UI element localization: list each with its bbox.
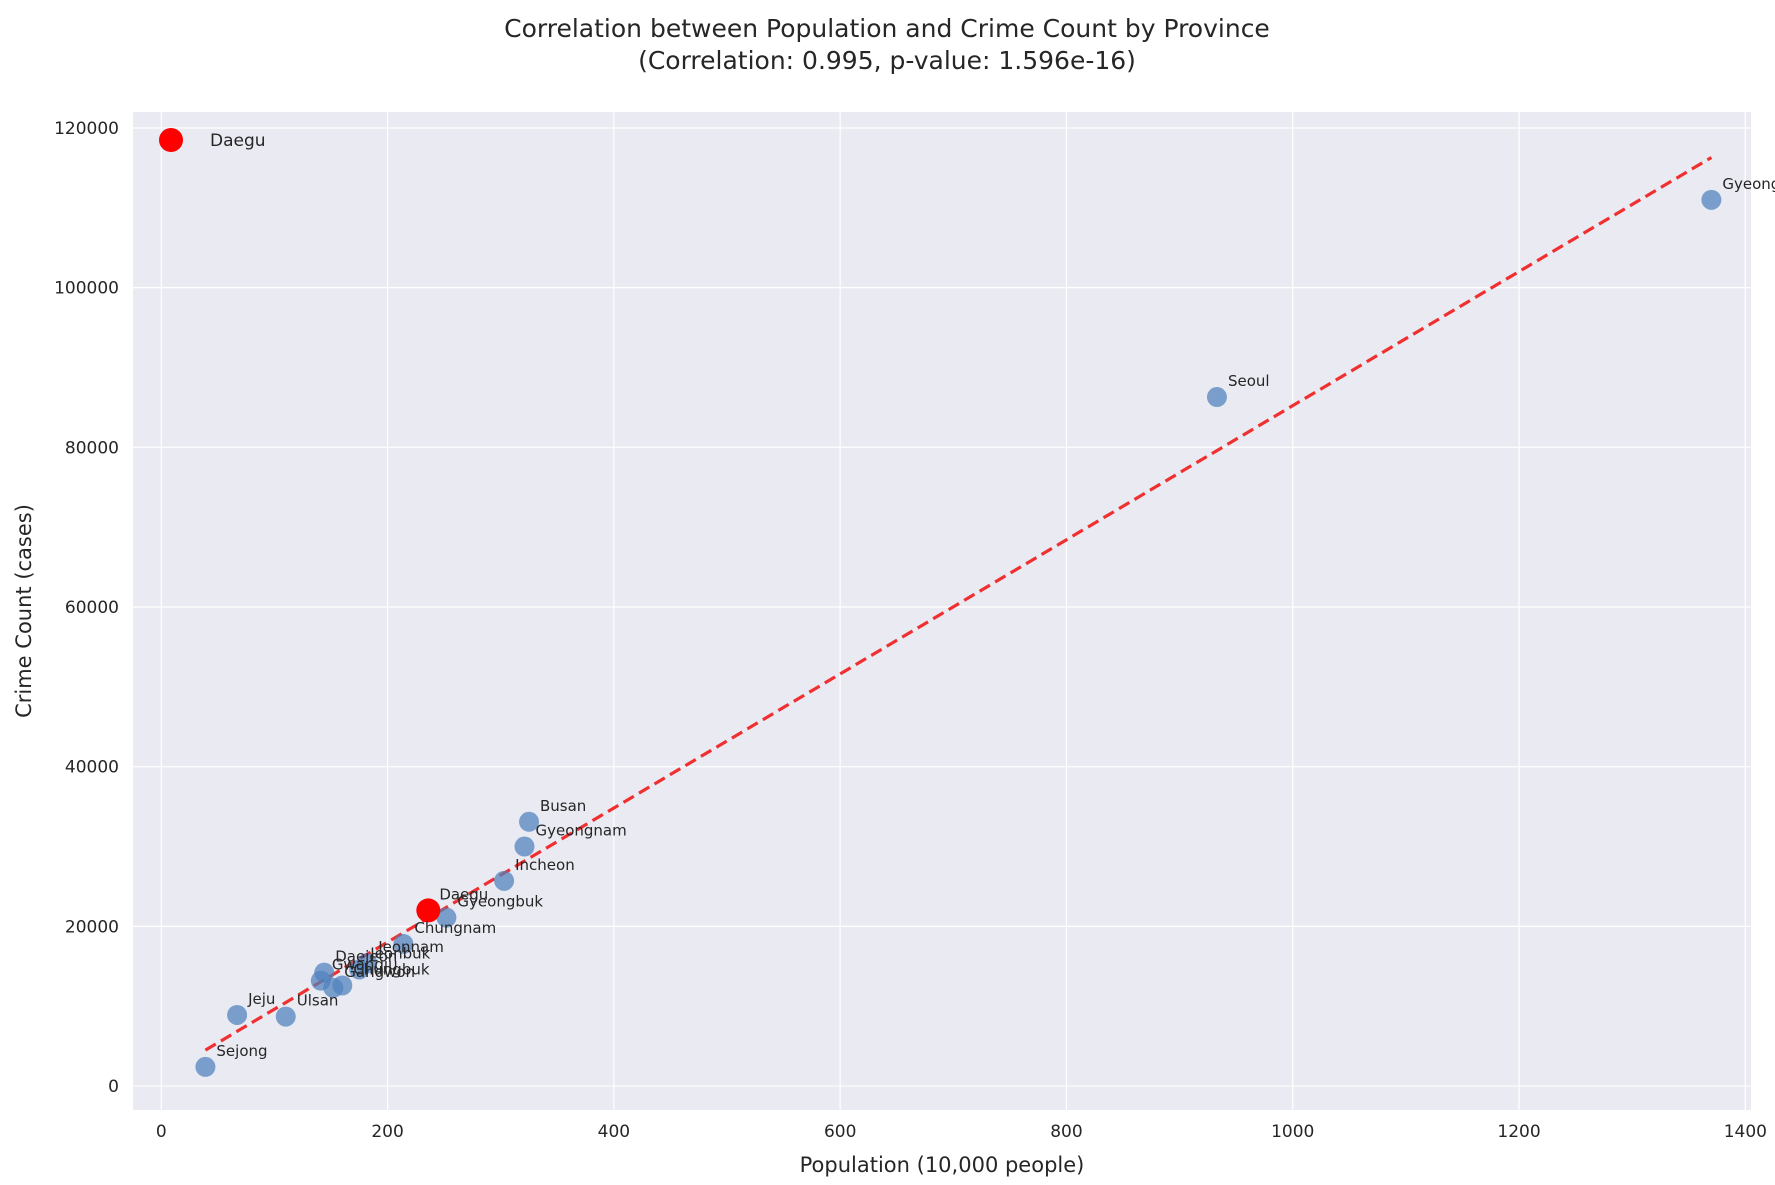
data-points	[195, 189, 1722, 1077]
y-tick-label: 60000	[65, 598, 119, 618]
legend-marker-daegu	[159, 128, 183, 152]
x-tick-label: 800	[1050, 1122, 1082, 1142]
x-tick-label: 1200	[1497, 1122, 1540, 1142]
grid-lines	[133, 112, 1751, 1110]
point-gyeongbuk	[436, 907, 457, 928]
label-gyeongnam: Gyeongnam	[535, 822, 626, 840]
label-ulsan: Ulsan	[297, 992, 339, 1010]
y-tick-label: 120000	[54, 119, 119, 139]
label-sejong: Sejong	[216, 1042, 267, 1060]
label-gyeongbuk: Gyeongbuk	[457, 893, 543, 911]
point-incheon	[494, 870, 515, 891]
point-ulsan	[275, 1006, 296, 1027]
legend-label-daegu: Daegu	[210, 131, 266, 151]
y-axis-label: Crime Count (cases)	[12, 504, 36, 718]
point-jeju	[227, 1004, 248, 1025]
label-incheon: Incheon	[515, 856, 575, 874]
label-seoul: Seoul	[1228, 372, 1270, 390]
label-jeonbuk: Jeonbuk	[369, 944, 430, 962]
trendline	[204, 156, 1713, 1052]
y-tick-label: 100000	[54, 279, 119, 299]
x-tick-label: 1000	[1271, 1122, 1314, 1142]
point-gyeonggi	[1701, 189, 1722, 210]
y-tick-label: 20000	[65, 917, 119, 937]
legend: Daegu	[159, 128, 266, 152]
point-seoul	[1206, 387, 1227, 408]
x-axis-label: Population (10,000 people)	[800, 1153, 1085, 1177]
y-axis-ticks: 0 20000 40000 60000 80000 100000 120000	[54, 119, 119, 1097]
x-tick-label: 0	[156, 1122, 167, 1142]
point-daegu	[416, 898, 441, 923]
y-tick-label: 0	[108, 1077, 119, 1097]
label-jeju: Jeju	[247, 990, 275, 1008]
point-jeonbuk	[349, 959, 370, 980]
label-gangwon: Gangwon	[344, 963, 415, 981]
trendline-group	[204, 156, 1713, 1052]
x-axis-ticks: 0 200 400 600 800 1000 1200 1400	[156, 1122, 1767, 1142]
label-chungbuk: Chungbuk	[353, 960, 430, 978]
label-daegu: Daegu	[439, 885, 488, 903]
label-jeonnam: Jeonnam	[377, 938, 444, 956]
label-chungnam: Chungnam	[414, 919, 496, 937]
x-tick-label: 600	[824, 1122, 856, 1142]
label-gwangju: Gwangju	[332, 956, 398, 974]
label-busan: Busan	[540, 797, 586, 815]
x-tick-label: 200	[371, 1122, 403, 1142]
x-tick-label: 1400	[1724, 1122, 1767, 1142]
chart-subtitle: (Correlation: 0.995, p-value: 1.596e-16)	[638, 46, 1136, 75]
y-tick-label: 80000	[65, 438, 119, 458]
y-tick-label: 40000	[65, 758, 119, 778]
label-daejeon: Daejeon	[335, 948, 397, 966]
point-gangwon	[323, 977, 344, 998]
x-tick-label: 400	[598, 1122, 630, 1142]
label-gyeonggi: Gyeonggi	[1722, 175, 1775, 193]
point-sejong	[195, 1056, 216, 1077]
chart-title: Correlation between Population and Crime…	[504, 14, 1270, 43]
point-chungnam	[393, 933, 414, 954]
point-busan	[519, 811, 540, 832]
point-gyeongnam	[514, 836, 535, 857]
point-labels: Gyeonggi Seoul Busan Gyeongnam Incheon Gyeong…	[216, 175, 1775, 1060]
